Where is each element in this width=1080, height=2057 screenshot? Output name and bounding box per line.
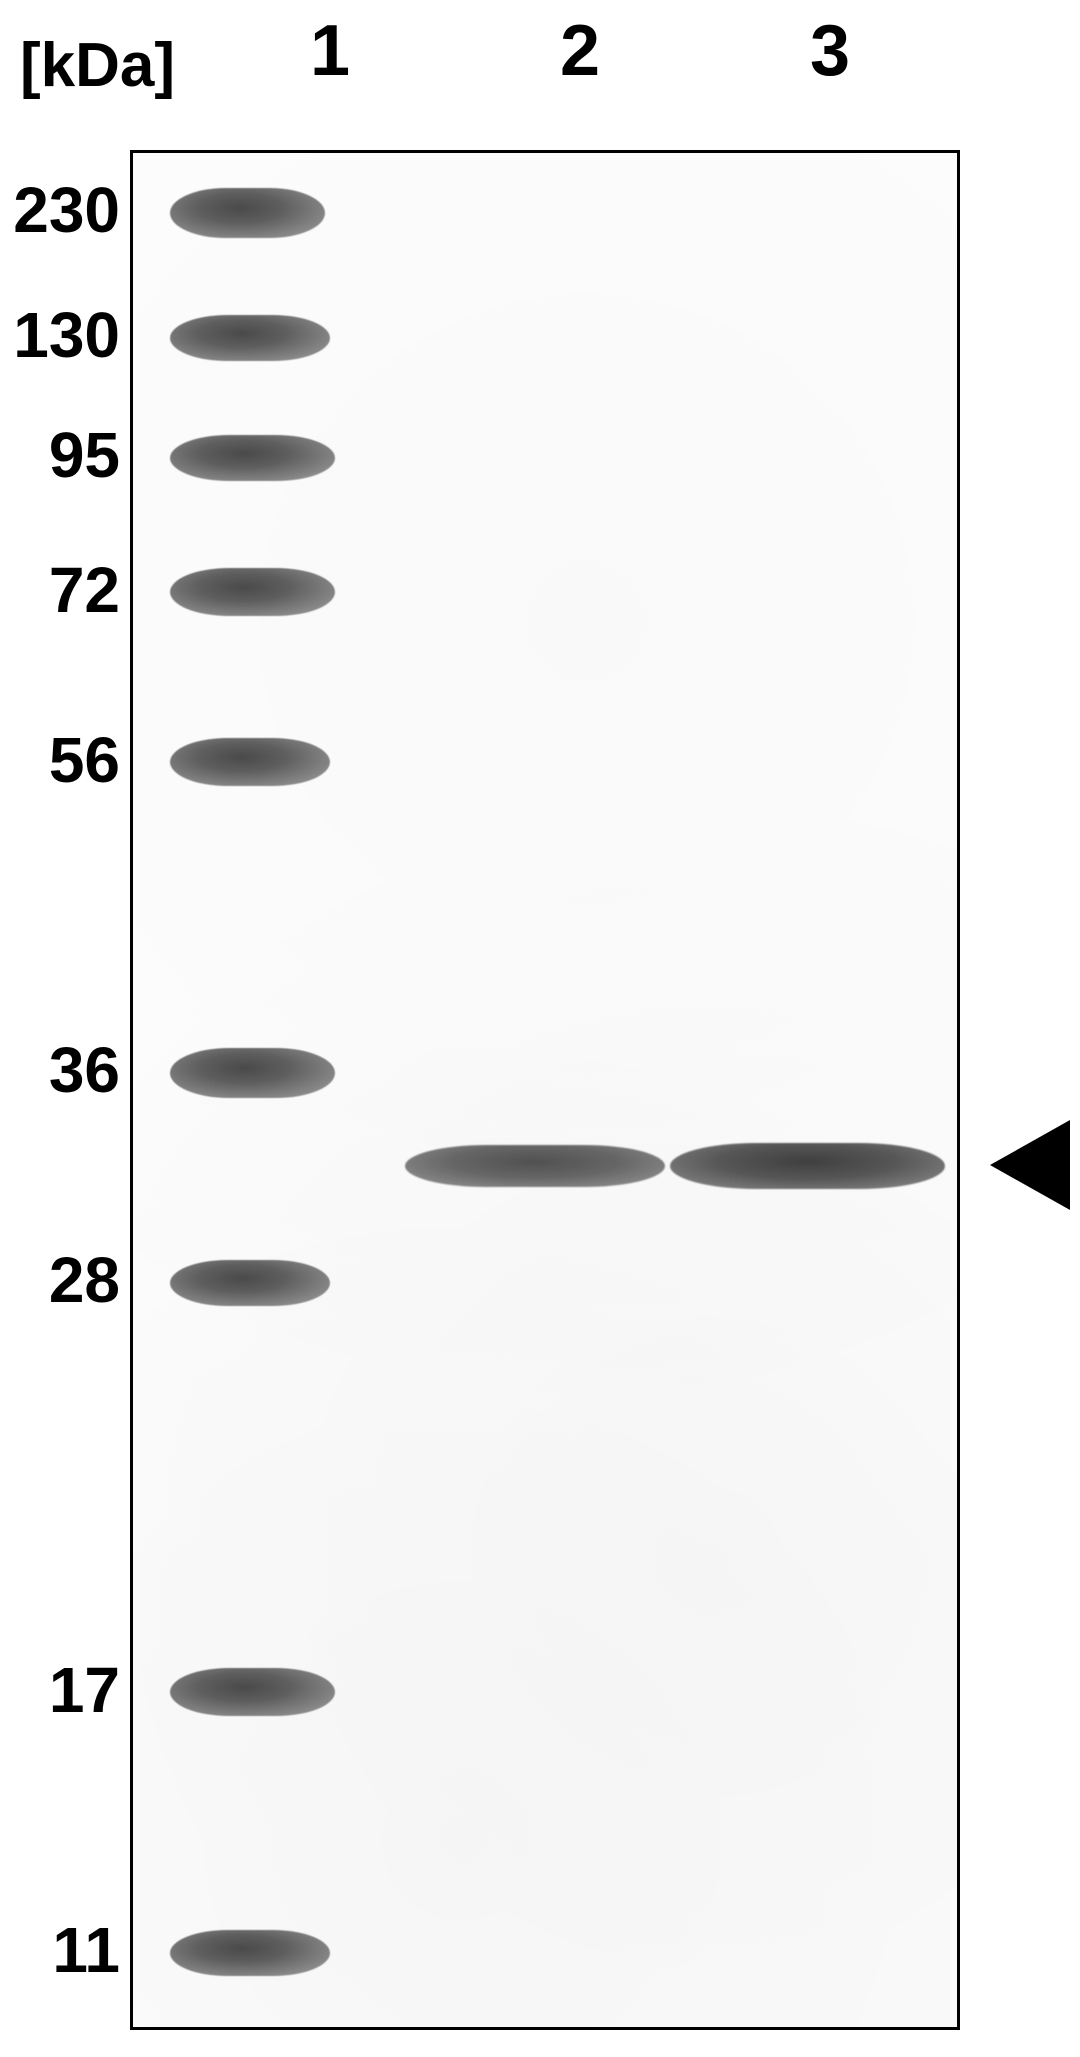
mw-label-17: 17 [49,1653,120,1727]
ladder-band-36 [170,1048,335,1098]
ladder-band-17 [170,1668,335,1716]
ladder-band-95 [170,435,335,481]
lane-label-3: 3 [810,10,850,92]
lane-label-1: 1 [310,10,350,92]
mw-label-230: 230 [13,173,120,247]
ladder-band-130 [170,315,330,361]
mw-label-95: 95 [49,418,120,492]
lane-label-2: 2 [560,10,600,92]
mw-label-11: 11 [52,1913,120,1987]
ladder-band-11 [170,1930,330,1976]
lane-header-row: [kDa] 1 2 3 [0,0,1080,120]
sample-band-lane2 [405,1145,665,1187]
mw-label-72: 72 [49,553,120,627]
ladder-band-230 [170,188,325,238]
ladder-band-56 [170,738,330,786]
mw-label-36: 36 [49,1033,120,1107]
target-band-arrow-icon [990,1120,1070,1210]
mw-label-28: 28 [49,1243,120,1317]
axis-unit-label: [kDa] [20,30,175,101]
mw-label-56: 56 [49,723,120,797]
sample-band-lane3 [670,1143,945,1189]
mw-label-130: 130 [13,298,120,372]
ladder-band-72 [170,568,335,616]
ladder-band-28 [170,1260,330,1306]
western-blot-figure: [kDa] 1 2 3 230 130 95 72 56 36 28 17 11 [0,0,1080,2057]
